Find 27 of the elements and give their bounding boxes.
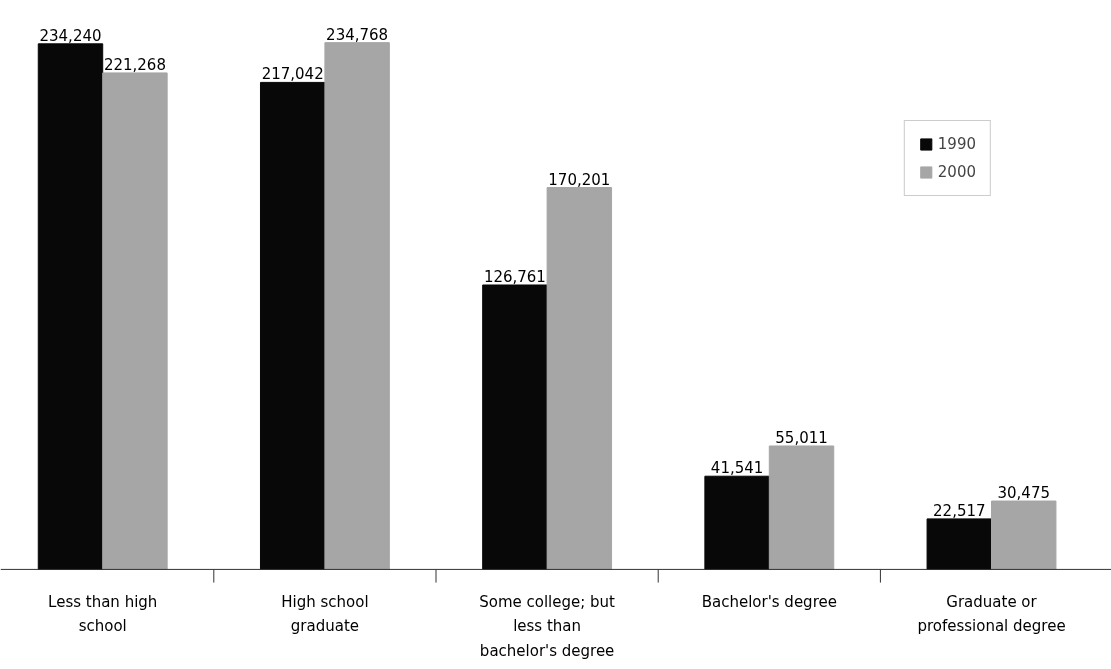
legend-label: 1990 <box>937 135 976 153</box>
data-label: 30,475 <box>997 484 1050 503</box>
bar <box>324 42 390 570</box>
data-label: 55,011 <box>775 428 828 447</box>
bar <box>37 43 104 570</box>
x-tick-label: Bachelor's degree <box>701 593 837 612</box>
bar <box>102 72 168 570</box>
bar <box>926 518 993 570</box>
bar <box>768 445 835 570</box>
bar <box>482 284 548 570</box>
data-label: 126,761 <box>483 267 546 286</box>
bar <box>704 475 770 570</box>
data-label: 217,042 <box>261 65 324 84</box>
x-tick-label: Less than high school <box>48 593 158 636</box>
data-label: 234,240 <box>39 26 102 45</box>
data-label: 41,541 <box>710 459 764 478</box>
data-label: 234,768 <box>326 25 389 44</box>
data-label: 221,268 <box>103 55 166 74</box>
data-label: 22,517 <box>933 501 986 520</box>
legend-label: 2000 <box>937 163 976 181</box>
x-tick-label: High school graduate <box>281 593 369 636</box>
x-tick-label: Graduate or professional degree <box>917 593 1066 636</box>
bar <box>546 187 613 570</box>
data-label: 170,201 <box>548 170 611 189</box>
x-tick-label: Some college; but less than bachelor's degree <box>479 593 616 660</box>
bar <box>259 81 326 570</box>
bar <box>991 500 1057 570</box>
